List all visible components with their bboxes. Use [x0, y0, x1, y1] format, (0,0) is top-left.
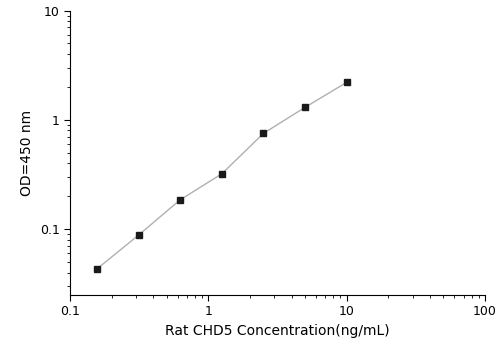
- Y-axis label: OD=450 nm: OD=450 nm: [20, 110, 34, 196]
- X-axis label: Rat CHD5 Concentration(ng/mL): Rat CHD5 Concentration(ng/mL): [165, 324, 390, 338]
